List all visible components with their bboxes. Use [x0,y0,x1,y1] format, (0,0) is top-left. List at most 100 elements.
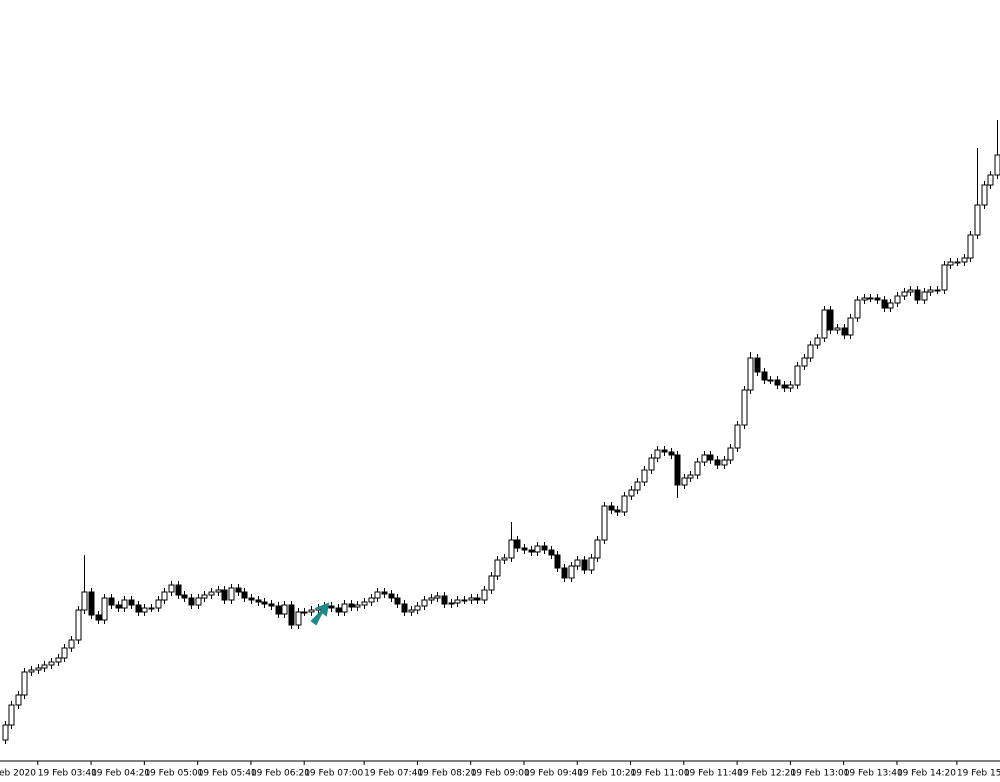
candle-body [867,297,874,300]
candle-body [847,317,854,336]
candle-body [61,647,68,659]
candle-body [801,357,808,367]
candle-body [901,291,908,297]
candle-body [474,597,481,601]
x-tick-label: 19 Feb 15:00 [957,769,1000,779]
candle-body [721,459,728,466]
candle-body [987,174,994,186]
candle-body [761,371,768,381]
candle-body [927,289,934,293]
candle-body [441,595,448,605]
candle-body [934,289,941,292]
candle-body [2,724,9,741]
candle-body [228,587,235,601]
candle-body [421,599,428,607]
candle-body [941,264,948,291]
candle-body [894,295,901,304]
candle-body [374,591,381,599]
candle-body [368,597,375,603]
candle-body [608,505,615,511]
x-tick-label: 19 Feb 05:00 [144,769,203,779]
candle-body [787,384,794,389]
candle-body [661,449,668,453]
candle-body [807,344,814,359]
candle-body [481,589,488,601]
candle-body [741,389,748,426]
candle-body [88,591,95,616]
candle-body [454,599,461,604]
candle-body [887,302,894,309]
candle-body [135,604,142,613]
candle-body [461,599,468,602]
candle-body [648,457,655,471]
candle-body [341,603,348,613]
candle-body [328,605,335,609]
candle-body [155,599,162,609]
candle-body [534,545,541,553]
candle-body [774,379,781,386]
x-tick-label: 19 Feb 11:40 [684,769,743,779]
candle-body [75,609,82,641]
candle-body [108,597,115,606]
candle-body [907,289,914,293]
candle-body [854,299,861,319]
candle-body [201,594,208,599]
candle-body [554,554,561,569]
candle-body [674,454,681,486]
candle-body [195,597,202,606]
candle-body [248,597,255,601]
candle-body [734,424,741,449]
candle-body [668,451,675,456]
candle-body [428,597,435,601]
candle-body [574,559,581,567]
candle-body [827,309,834,331]
candle-body [874,297,881,301]
candle-body [654,449,661,459]
candle-body [414,605,421,611]
candle-body [488,575,495,591]
x-tick-label: 19 Feb 13:40 [844,769,903,779]
candle-body [694,461,701,476]
candle-body [548,549,555,556]
candle-body [508,539,515,559]
candle-body [494,559,501,577]
candle-body [161,591,168,601]
x-tick-label: 19 Feb 12:20 [737,769,796,779]
candle-body [961,257,968,263]
candle-body [95,614,102,621]
candle-body [581,559,588,571]
candle-body [241,591,248,599]
x-tick-label: 19 Feb 10:20 [577,769,636,779]
candle-body [15,694,22,706]
candle-body [781,384,788,389]
x-tick-label: 19 Feb 13:00 [790,769,849,779]
candle-body [381,591,388,595]
candle-body [295,611,302,626]
candle-body [767,379,774,382]
candle-body [701,454,708,463]
candle-body [301,611,308,614]
candle-body [354,604,361,608]
candle-body [101,597,108,621]
x-tick-label: 19 Feb 09:40 [524,769,583,779]
candle-body [68,639,75,649]
candle-body [208,591,215,596]
candle-body [614,509,621,513]
candle-body [181,594,188,599]
candle-body [687,474,694,479]
candle-body [215,589,222,593]
candle-body [994,154,1000,176]
candle-body [188,597,195,606]
candle-body [514,539,521,549]
candle-body [821,309,828,339]
candle-body [21,671,28,696]
candle-body [468,597,475,601]
candle-body [621,495,628,513]
candle-body [954,261,961,264]
candle-body [394,597,401,605]
candle-body [81,591,88,611]
candle-body [221,589,228,601]
x-tick-label: 19 Feb 08:20 [417,769,476,779]
candle-body [501,557,508,561]
